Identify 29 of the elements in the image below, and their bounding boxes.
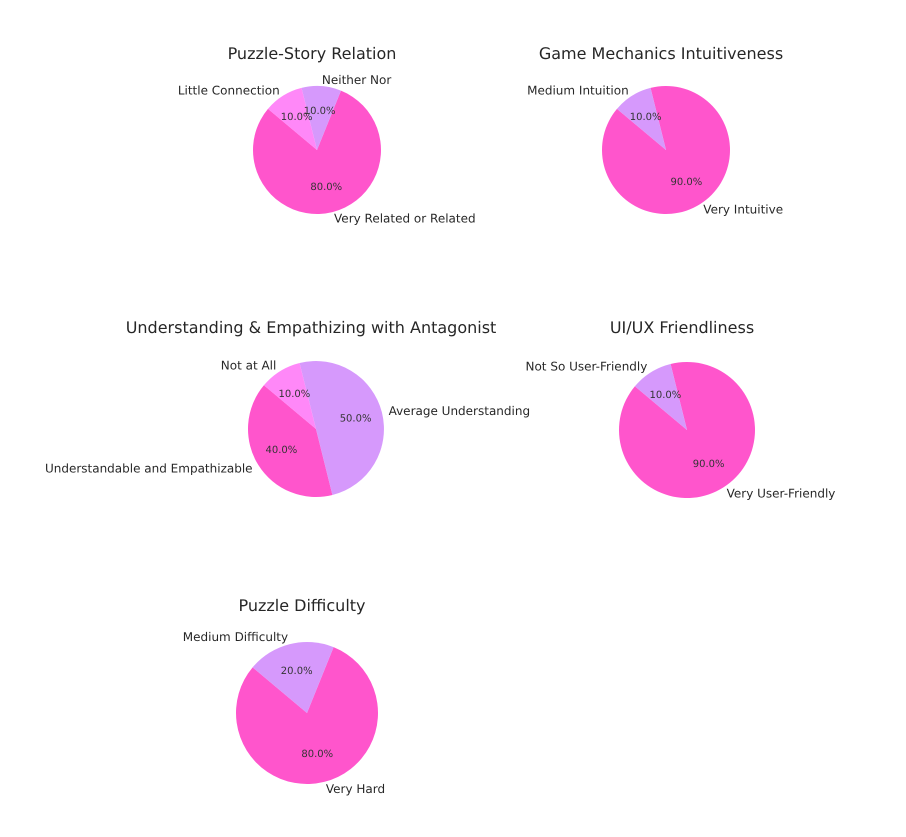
- data-label: 40.0%: [266, 445, 298, 456]
- slice-label: Neither Nor: [322, 72, 392, 87]
- slice-label: Not at All: [220, 358, 276, 373]
- slice-label: Very User-Friendly: [726, 486, 836, 500]
- slice-label: Very Related or Related: [334, 211, 476, 226]
- slice-label: Understandable and Empathizable: [44, 462, 253, 476]
- slice-label: Average Understanding: [388, 404, 530, 418]
- data-label: 80.0%: [301, 748, 334, 760]
- slice-label: Medium Difficulty: [182, 630, 288, 644]
- data-label: 90.0%: [670, 177, 702, 188]
- data-label: 10.0%: [649, 390, 682, 401]
- data-label: 10.0%: [630, 112, 662, 123]
- chart-title: UI/UX Friendliness: [610, 318, 754, 337]
- slice-label: Medium Intuition: [527, 83, 629, 98]
- data-label: 50.0%: [340, 414, 372, 425]
- slice-label: Little Connection: [178, 83, 280, 98]
- slice-label: Not So User-Friendly: [525, 360, 648, 374]
- data-label: 20.0%: [280, 666, 313, 678]
- pie-slice: [252, 642, 334, 713]
- chart-title: Puzzle Difficulty: [237, 595, 367, 617]
- slice-label: Very Intuitive: [703, 202, 784, 217]
- pie-slice: [236, 647, 378, 784]
- chart-title: Game Mechanics Intuitiveness: [538, 44, 784, 63]
- slice-label: Very Hard: [326, 782, 386, 796]
- chart-title: Puzzle-Story Relation: [228, 44, 396, 63]
- data-label: 90.0%: [692, 459, 725, 470]
- data-label: 80.0%: [310, 182, 342, 193]
- data-label: 10.0%: [278, 388, 310, 400]
- chart-title: Understanding & Empathizing with Antagonist: [124, 317, 498, 339]
